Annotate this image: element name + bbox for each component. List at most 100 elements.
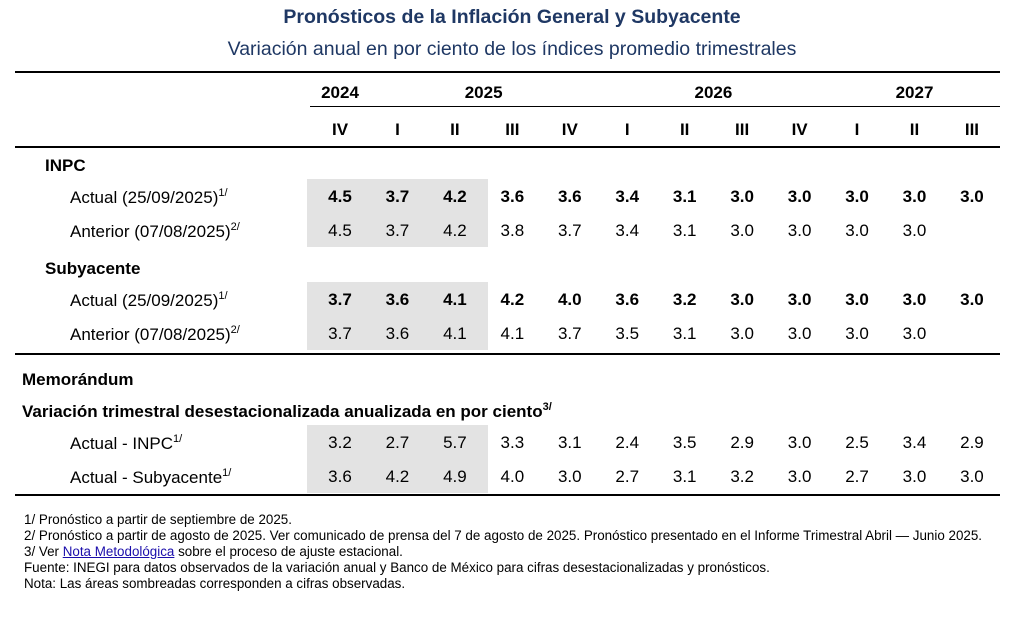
footnote-ref: 1/: [222, 467, 232, 479]
value-cell: 4.0: [557, 290, 582, 309]
value-cell: 3.6: [385, 324, 410, 343]
row-label: Anterior (07/08/2025)2/: [70, 325, 240, 344]
value-cell: 3.1: [672, 187, 697, 206]
footnote-ref: 2/: [230, 221, 240, 233]
value-cell: 3.6: [328, 467, 352, 486]
year-label: 2027: [895, 83, 934, 102]
row-label-text: Anterior (07/08/2025): [70, 325, 231, 344]
row-label: Actual - INPC1/: [70, 433, 183, 453]
row-label-text: Anterior (07/08/2025): [70, 222, 231, 241]
rule: [15, 353, 1000, 355]
footnotes: 1/ Pronóstico a partir de septiembre de …: [24, 512, 994, 592]
footnote-ref: 1/: [218, 187, 228, 199]
title: Pronósticos de la Inflación General y Su…: [283, 6, 741, 28]
quarter-label: II: [679, 120, 690, 139]
value-cell: 3.6: [615, 290, 640, 309]
value-cell: 4.5: [328, 221, 352, 240]
footnote-ref: 3/: [542, 401, 552, 413]
year-label: 2026: [694, 83, 733, 102]
row-label: Actual (25/09/2025)1/: [70, 290, 228, 310]
value-cell: 3.0: [902, 290, 927, 309]
footnote: Fuente: INEGI para datos observados de l…: [24, 560, 770, 575]
value-cell: 3.5: [672, 433, 697, 452]
value-cell: 3.0: [902, 324, 927, 343]
row-label: Actual - Subyacente1/: [70, 467, 232, 487]
quarter-label: II: [909, 120, 920, 139]
value-cell: 2.7: [385, 433, 410, 452]
value-cell: 2.5: [845, 433, 869, 452]
value-cell: 3.3: [500, 433, 525, 452]
value-cell: 3.6: [557, 187, 582, 206]
value-cell: 3.0: [787, 433, 812, 452]
value-cell: 3.1: [557, 433, 582, 452]
value-cell: 4.1: [443, 324, 467, 343]
value-cell: 3.7: [557, 221, 582, 240]
value-cell: 3.8: [500, 221, 525, 240]
quarter-label: II: [450, 120, 460, 139]
value-cell: 3.6: [385, 290, 410, 309]
link[interactable]: Nota Metodológica: [62, 544, 175, 559]
value-cell: 3.6: [500, 187, 525, 206]
value-cell: 3.0: [845, 324, 869, 343]
value-cell: 3.7: [385, 221, 410, 240]
footnote: Nota: Las áreas sombreadas corresponden …: [24, 576, 406, 591]
value-cell: 3.2: [672, 290, 697, 309]
value-cell: 3.0: [845, 290, 869, 309]
value-cell: 3.7: [328, 290, 352, 309]
value-cell: 3.0: [787, 221, 812, 240]
value-cell: 4.0: [500, 467, 525, 486]
value-cell: 4.2: [500, 290, 525, 309]
value-cell: 3.5: [615, 324, 640, 343]
rule: [310, 106, 1000, 107]
value-cell: 3.2: [730, 467, 754, 486]
value-cell: 3.0: [787, 324, 812, 343]
footnote-ref: 1/: [218, 290, 228, 302]
value-cell: 5.7: [443, 433, 467, 452]
value-cell: 3.0: [557, 467, 582, 486]
year-label: 2024: [321, 83, 359, 102]
observed-shade: [307, 425, 488, 459]
value-cell: 3.0: [730, 221, 754, 240]
row-label-text: Actual (25/09/2025): [70, 188, 219, 207]
observed-shade: [307, 179, 488, 213]
value-cell: 3.0: [787, 290, 812, 309]
year-label: 2025: [464, 83, 503, 102]
subtitle: Variación anual en por ciento de los índ…: [227, 38, 797, 60]
observed-shade: [307, 213, 488, 247]
value-cell: 2.9: [730, 433, 754, 452]
row-label-text: Actual - INPC: [70, 434, 173, 453]
memo-title: Memorándum: [22, 370, 134, 389]
value-cell: 2.7: [615, 467, 640, 486]
value-cell: 3.1: [672, 324, 697, 343]
value-cell: 3.7: [385, 187, 410, 206]
footnote: 1/ Pronóstico a partir de septiembre de …: [24, 512, 292, 527]
value-cell: 3.0: [787, 467, 812, 486]
value-cell: 3.4: [615, 187, 640, 206]
value-cell: 3.2: [328, 433, 352, 452]
rule: [15, 71, 1000, 73]
section-title: Subyacente: [45, 259, 141, 278]
value-cell: 3.4: [615, 221, 640, 240]
footnote-text: 3/ Ver: [24, 544, 63, 559]
quarter-label: I: [624, 120, 630, 139]
value-cell: 3.1: [672, 467, 697, 486]
value-cell: 3.7: [328, 324, 352, 343]
value-cell: 3.0: [960, 187, 984, 206]
quarter-label: III: [735, 120, 750, 139]
value-cell: 3.0: [845, 221, 869, 240]
row-label-text: Actual (25/09/2025): [70, 291, 219, 310]
row-label-text: Actual - Subyacente: [70, 468, 223, 487]
observed-shade: [307, 459, 488, 493]
quarter-label: IV: [791, 120, 808, 139]
value-cell: 3.1: [672, 221, 697, 240]
footnote: 3/ Ver Nota Metodológica sobre el proces…: [24, 544, 994, 560]
value-cell: 4.1: [500, 324, 525, 343]
value-cell: 4.9: [443, 467, 467, 486]
quarter-label: IV: [561, 120, 578, 139]
footnote-ref: 1/: [172, 433, 183, 445]
value-cell: 3.0: [730, 187, 754, 206]
value-cell: 4.2: [443, 221, 467, 240]
value-cell: 4.2: [443, 187, 467, 206]
value-cell: 3.0: [730, 324, 754, 343]
